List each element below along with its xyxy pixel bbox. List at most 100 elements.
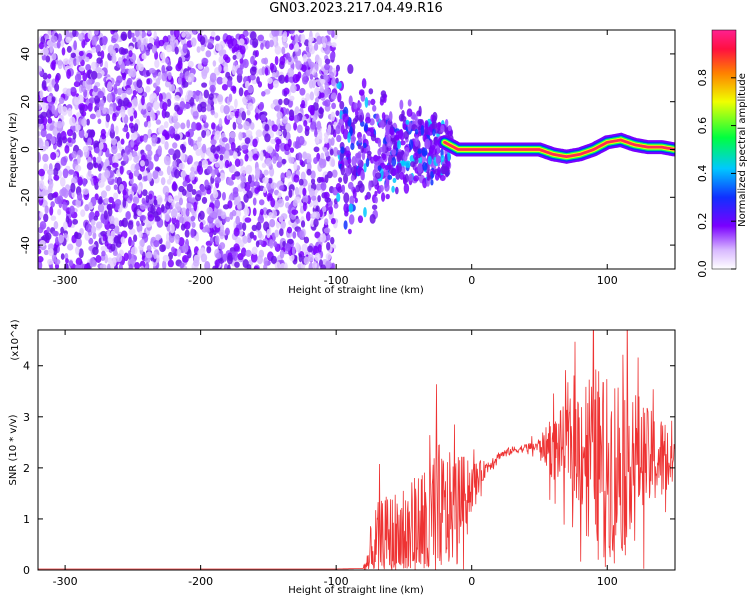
snr-panel: -300 -200 -100 0 100 0 1 2 3 4 Height of straight…: [8, 319, 676, 596]
heatmap-cell: [38, 168, 46, 177]
heatmap-cell: [205, 50, 212, 58]
heatmap-cell: [302, 194, 309, 204]
heatmap-cell: [60, 226, 65, 234]
heatmap-cell: [38, 139, 44, 149]
heatmap-cell: [137, 39, 142, 50]
heatmap-cell: [315, 205, 320, 213]
heatmap-cell: [316, 120, 322, 130]
heatmap-cell: [56, 40, 61, 49]
heatmap-cell: [302, 201, 307, 212]
heatmap-cell: [204, 224, 210, 233]
heatmap-cell: [267, 195, 273, 201]
heatmap-cell: [290, 84, 297, 94]
heatmap-cell: [164, 111, 170, 118]
heatmap-cell: [75, 237, 82, 248]
heatmap-cell: [60, 253, 65, 260]
heatmap-cell: [145, 194, 150, 204]
heatmap-cell: [202, 57, 209, 65]
heatmap-cell: [318, 107, 325, 115]
heatmap-cell: [275, 104, 281, 112]
heatmap-cell: [97, 179, 105, 188]
heatmap-cell: [249, 66, 257, 76]
heatmap-cell: [378, 119, 385, 128]
heatmap-cell: [113, 192, 119, 200]
heatmap-cell: [85, 223, 93, 233]
heatmap-cell: [88, 237, 94, 245]
heatmap-cell: [262, 186, 267, 193]
heatmap-cell: [138, 231, 143, 239]
heatmap-cell: [84, 132, 89, 139]
heatmap-cell: [104, 170, 111, 179]
heatmap-cell: [175, 234, 180, 244]
heatmap-cell: [133, 213, 138, 220]
heatmap-cell: [91, 36, 96, 46]
heatmap-cell: [285, 108, 290, 115]
heatmap-cell: [245, 164, 253, 175]
heatmap-cell: [49, 124, 54, 132]
bottom-xtick-label: 100: [597, 575, 618, 588]
heatmap-cell: [155, 77, 161, 86]
heatmap-cell: [237, 51, 242, 60]
heatmap-cell: [322, 42, 327, 49]
heatmap-cell: [88, 97, 96, 104]
heatmap-cell: [69, 205, 75, 215]
heatmap-cell: [206, 246, 212, 254]
heatmap-cell: [313, 42, 319, 51]
heatmap-cell: [222, 253, 228, 262]
heatmap-cell: [330, 111, 336, 122]
heatmap-cell: [124, 145, 131, 155]
heatmap-cell: [259, 208, 264, 216]
heatmap-cell: [315, 87, 320, 97]
bottom-xtick-label: 0: [468, 575, 475, 588]
heatmap-cell: [308, 61, 315, 69]
heatmap-cell: [107, 257, 113, 264]
heatmap-cell: [238, 87, 244, 97]
heatmap-cell: [387, 164, 392, 170]
heatmap-cell: [239, 57, 244, 65]
heatmap-cell: [75, 124, 81, 131]
heatmap-cell: [305, 93, 311, 101]
heatmap-cell: [253, 265, 259, 269]
heatmap-cell: [331, 42, 337, 48]
heatmap-cell: [289, 147, 295, 153]
heatmap-cell: [288, 156, 295, 164]
heatmap-cell: [253, 181, 260, 187]
heatmap-cell: [127, 220, 134, 230]
heatmap-cell: [146, 102, 153, 112]
heatmap-cell: [218, 118, 223, 128]
heatmap-cell: [40, 128, 47, 138]
heatmap-cell: [215, 218, 222, 229]
heatmap-cell: [117, 57, 123, 66]
heatmap-cell: [279, 185, 285, 191]
heatmap-cell: [186, 183, 193, 193]
heatmap-cell: [114, 225, 120, 234]
heatmap-cell: [262, 177, 269, 184]
heatmap-cell: [174, 94, 181, 101]
heatmap-cell: [430, 114, 435, 123]
heatmap-cell: [249, 122, 255, 130]
heatmap-cell: [232, 121, 237, 130]
heatmap-cell: [288, 56, 292, 63]
heatmap-cell: [53, 220, 59, 230]
heatmap-cell: [254, 187, 260, 194]
heatmap-cell: [153, 251, 158, 260]
heatmap-cell: [271, 124, 278, 132]
heatmap-cell: [48, 248, 54, 257]
heatmap-cell: [424, 120, 429, 130]
heatmap-cell: [363, 206, 367, 218]
heatmap-cell: [189, 171, 195, 181]
heatmap-cell: [377, 138, 382, 148]
heatmap-cell: [283, 87, 290, 95]
heatmap-cell: [352, 188, 357, 199]
heatmap-cell: [190, 215, 196, 222]
heatmap-cell: [248, 150, 253, 158]
heatmap-cell: [76, 192, 83, 201]
heatmap-cell: [108, 196, 114, 204]
heatmap-cell: [435, 155, 442, 163]
heatmap-cell: [221, 137, 228, 143]
heatmap-cell: [263, 169, 269, 176]
heatmap-cell: [226, 254, 233, 265]
heatmap-cell: [231, 209, 237, 217]
heatmap-cell: [233, 243, 240, 252]
heatmap-cell: [232, 54, 237, 61]
